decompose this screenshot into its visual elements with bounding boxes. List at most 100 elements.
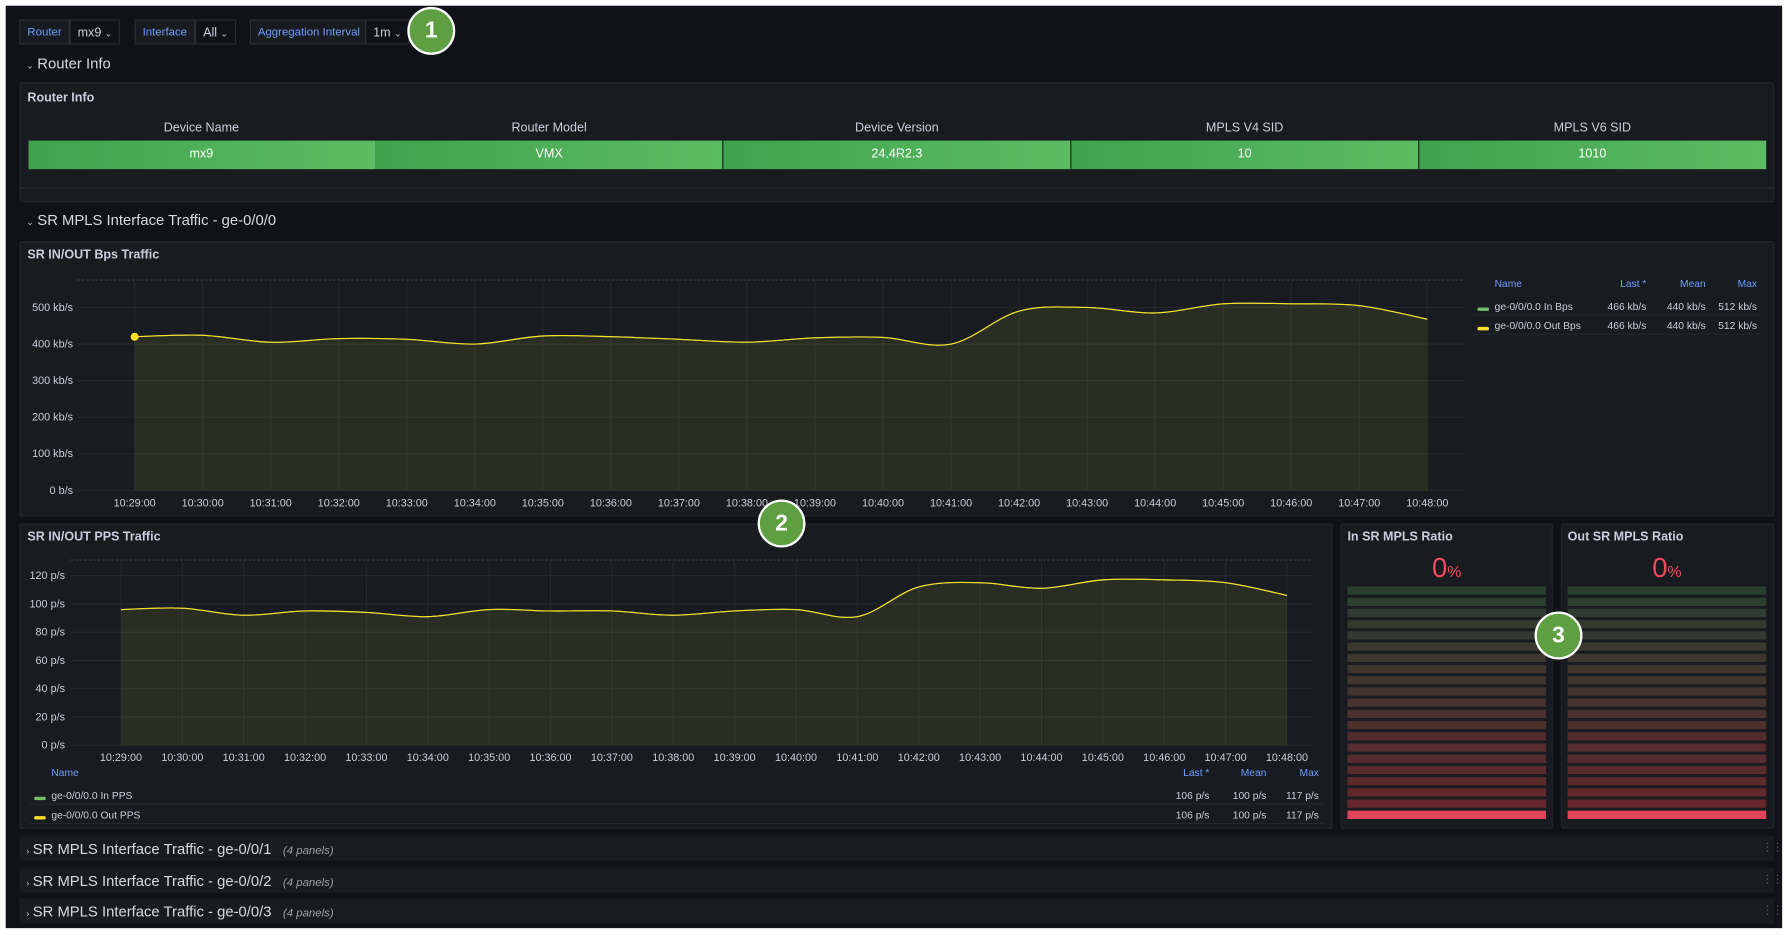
gauge-segment — [1567, 799, 1767, 808]
legend-name[interactable]: ge-0/0/0.0 Out PPS — [51, 809, 141, 821]
variable-label: Interface — [134, 19, 196, 45]
row-strip[interactable] — [19, 835, 1775, 861]
variable-select[interactable]: 1m ⌄ — [365, 19, 410, 45]
row-header[interactable]: › SR MPLS Interface Traffic - ge-0/0/2 (4 … — [26, 872, 333, 889]
legend-header[interactable]: Max — [1737, 277, 1758, 290]
legend-swatch — [1477, 307, 1489, 311]
gauge-segment — [1347, 608, 1546, 618]
y-tick-label: 0 p/s — [42, 740, 66, 752]
legend-name[interactable]: ge-0/0/0.0 In PPS — [51, 789, 133, 802]
x-tick-label: 10:35:00 — [522, 497, 564, 509]
gauge-unit: % — [1447, 562, 1462, 581]
legend-stat: 100 p/s — [1232, 809, 1267, 821]
gauge-number: 0 — [1652, 553, 1668, 585]
x-tick-label: 10:29:00 — [114, 497, 156, 509]
y-tick-label: 0 b/s — [50, 485, 74, 497]
gauge-segment — [1347, 642, 1546, 651]
row-title: SR MPLS Interface Traffic - ge-0/0/1 — [32, 840, 272, 858]
x-tick-label: 10:48:00 — [1406, 497, 1448, 509]
legend-header[interactable]: Mean — [1240, 766, 1267, 779]
hover-point — [130, 332, 139, 341]
legend-header[interactable]: Last * — [1620, 277, 1647, 290]
gauge-segment — [1347, 799, 1546, 808]
legend-header[interactable]: Mean — [1680, 277, 1706, 290]
gauge-segment — [1347, 709, 1546, 719]
area-fill — [120, 579, 1287, 746]
y-tick-label: 100 p/s — [30, 598, 66, 610]
gauge-value: 0% — [1347, 553, 1546, 585]
gauge-segment — [1567, 597, 1767, 606]
legend-row-line — [29, 822, 1324, 825]
gauge-segment — [1347, 788, 1546, 797]
x-tick-label: 10:41:00 — [930, 497, 972, 509]
y-tick-label: 500 kb/s — [32, 302, 73, 314]
x-tick-label: 10:40:00 — [862, 497, 904, 509]
y-tick-label: 200 kb/s — [32, 412, 73, 424]
gauge-segment — [1567, 720, 1767, 730]
legend-header[interactable]: Name — [1494, 277, 1523, 290]
x-tick-label: 10:42:00 — [998, 497, 1040, 509]
x-tick-label: 10:45:00 — [1082, 752, 1124, 764]
x-tick-label: 10:34:00 — [407, 752, 449, 764]
variable-value: 1m — [373, 26, 391, 41]
row-header[interactable]: ⌄ SR MPLS Interface Traffic - ge-0/0/0 — [26, 211, 277, 229]
panel-title: SR IN/OUT PPS Traffic — [27, 530, 161, 545]
y-tick-label: 120 p/s — [30, 570, 66, 582]
gauge-segment — [1347, 754, 1546, 763]
row-strip[interactable] — [19, 867, 1775, 893]
table-header: MPLS V6 SID — [1553, 121, 1632, 135]
row-title: SR MPLS Interface Traffic - ge-0/0/2 — [32, 872, 272, 890]
gauge-segment — [1567, 743, 1767, 752]
panel-title: Router Info — [27, 91, 95, 106]
row-header[interactable]: › SR MPLS Interface Traffic - ge-0/0/3 (4 … — [26, 903, 333, 920]
x-tick-label: 10:36:00 — [590, 497, 632, 509]
gauge-segment — [1567, 698, 1767, 707]
legend-name[interactable]: ge-0/0/0.0 In Bps — [1494, 300, 1573, 313]
x-tick-label: 10:44:00 — [1020, 752, 1062, 764]
row-title: SR MPLS Interface Traffic - ge-0/0/0 — [37, 211, 277, 229]
row-note: (4 panels) — [282, 876, 334, 890]
legend-name[interactable]: ge-0/0/0.0 Out Bps — [1494, 320, 1581, 332]
variable-select[interactable]: All ⌄ — [195, 19, 237, 45]
table-cell: VMX — [375, 140, 723, 170]
y-tick-label: 80 p/s — [36, 627, 66, 639]
variable-select[interactable]: mx9 ⌄ — [69, 19, 121, 45]
legend-stat: 100 p/s — [1232, 789, 1267, 802]
drag-handle: ⋮⋮ — [1761, 904, 1784, 917]
row-header[interactable]: ⌄ Router Info — [26, 54, 111, 73]
gauge-segment — [1347, 732, 1546, 741]
x-tick-label: 10:42:00 — [898, 752, 940, 764]
table-header: Router Model — [511, 121, 587, 135]
table-cell: mx9 — [27, 140, 375, 170]
caret: › — [26, 877, 30, 889]
legend-stat: 440 kb/s — [1666, 300, 1706, 313]
legend-header[interactable]: Name — [51, 766, 79, 779]
callout: 3 — [1534, 611, 1583, 660]
row-title: SR MPLS Interface Traffic - ge-0/0/3 — [32, 902, 272, 921]
legend-header[interactable]: Last * — [1183, 766, 1210, 779]
legend-swatch — [34, 816, 46, 820]
panel-title: Out SR MPLS Ratio — [1567, 530, 1684, 545]
row-header[interactable]: › SR MPLS Interface Traffic - ge-0/0/1 (4 … — [26, 840, 333, 857]
y-tick-label: 20 p/s — [36, 711, 66, 723]
gauge-segment — [1567, 586, 1767, 595]
legend-header[interactable]: Max — [1299, 766, 1319, 779]
gauge-segment — [1347, 698, 1546, 707]
legend-stat: 117 p/s — [1285, 789, 1319, 802]
x-tick-label: 10:40:00 — [775, 752, 817, 764]
row-note: (4 panels) — [282, 907, 334, 921]
gauge-segment — [1347, 586, 1546, 595]
gauge-segment — [1347, 765, 1546, 775]
row-strip[interactable] — [19, 898, 1775, 924]
legend-swatch — [34, 796, 46, 801]
gauge-segment — [1567, 788, 1767, 797]
gauge-segment — [1567, 687, 1767, 696]
panel-title: SR IN/OUT Bps Traffic — [27, 248, 160, 262]
drag-handle: ⋮⋮ — [1761, 873, 1784, 886]
gauge-segment — [1347, 776, 1546, 786]
table-cell: 1010 — [1418, 140, 1766, 170]
y-tick-label: 40 p/s — [36, 683, 66, 695]
gauge-segment — [1567, 765, 1767, 775]
gauge-segment — [1567, 709, 1767, 719]
caret: › — [26, 845, 30, 857]
